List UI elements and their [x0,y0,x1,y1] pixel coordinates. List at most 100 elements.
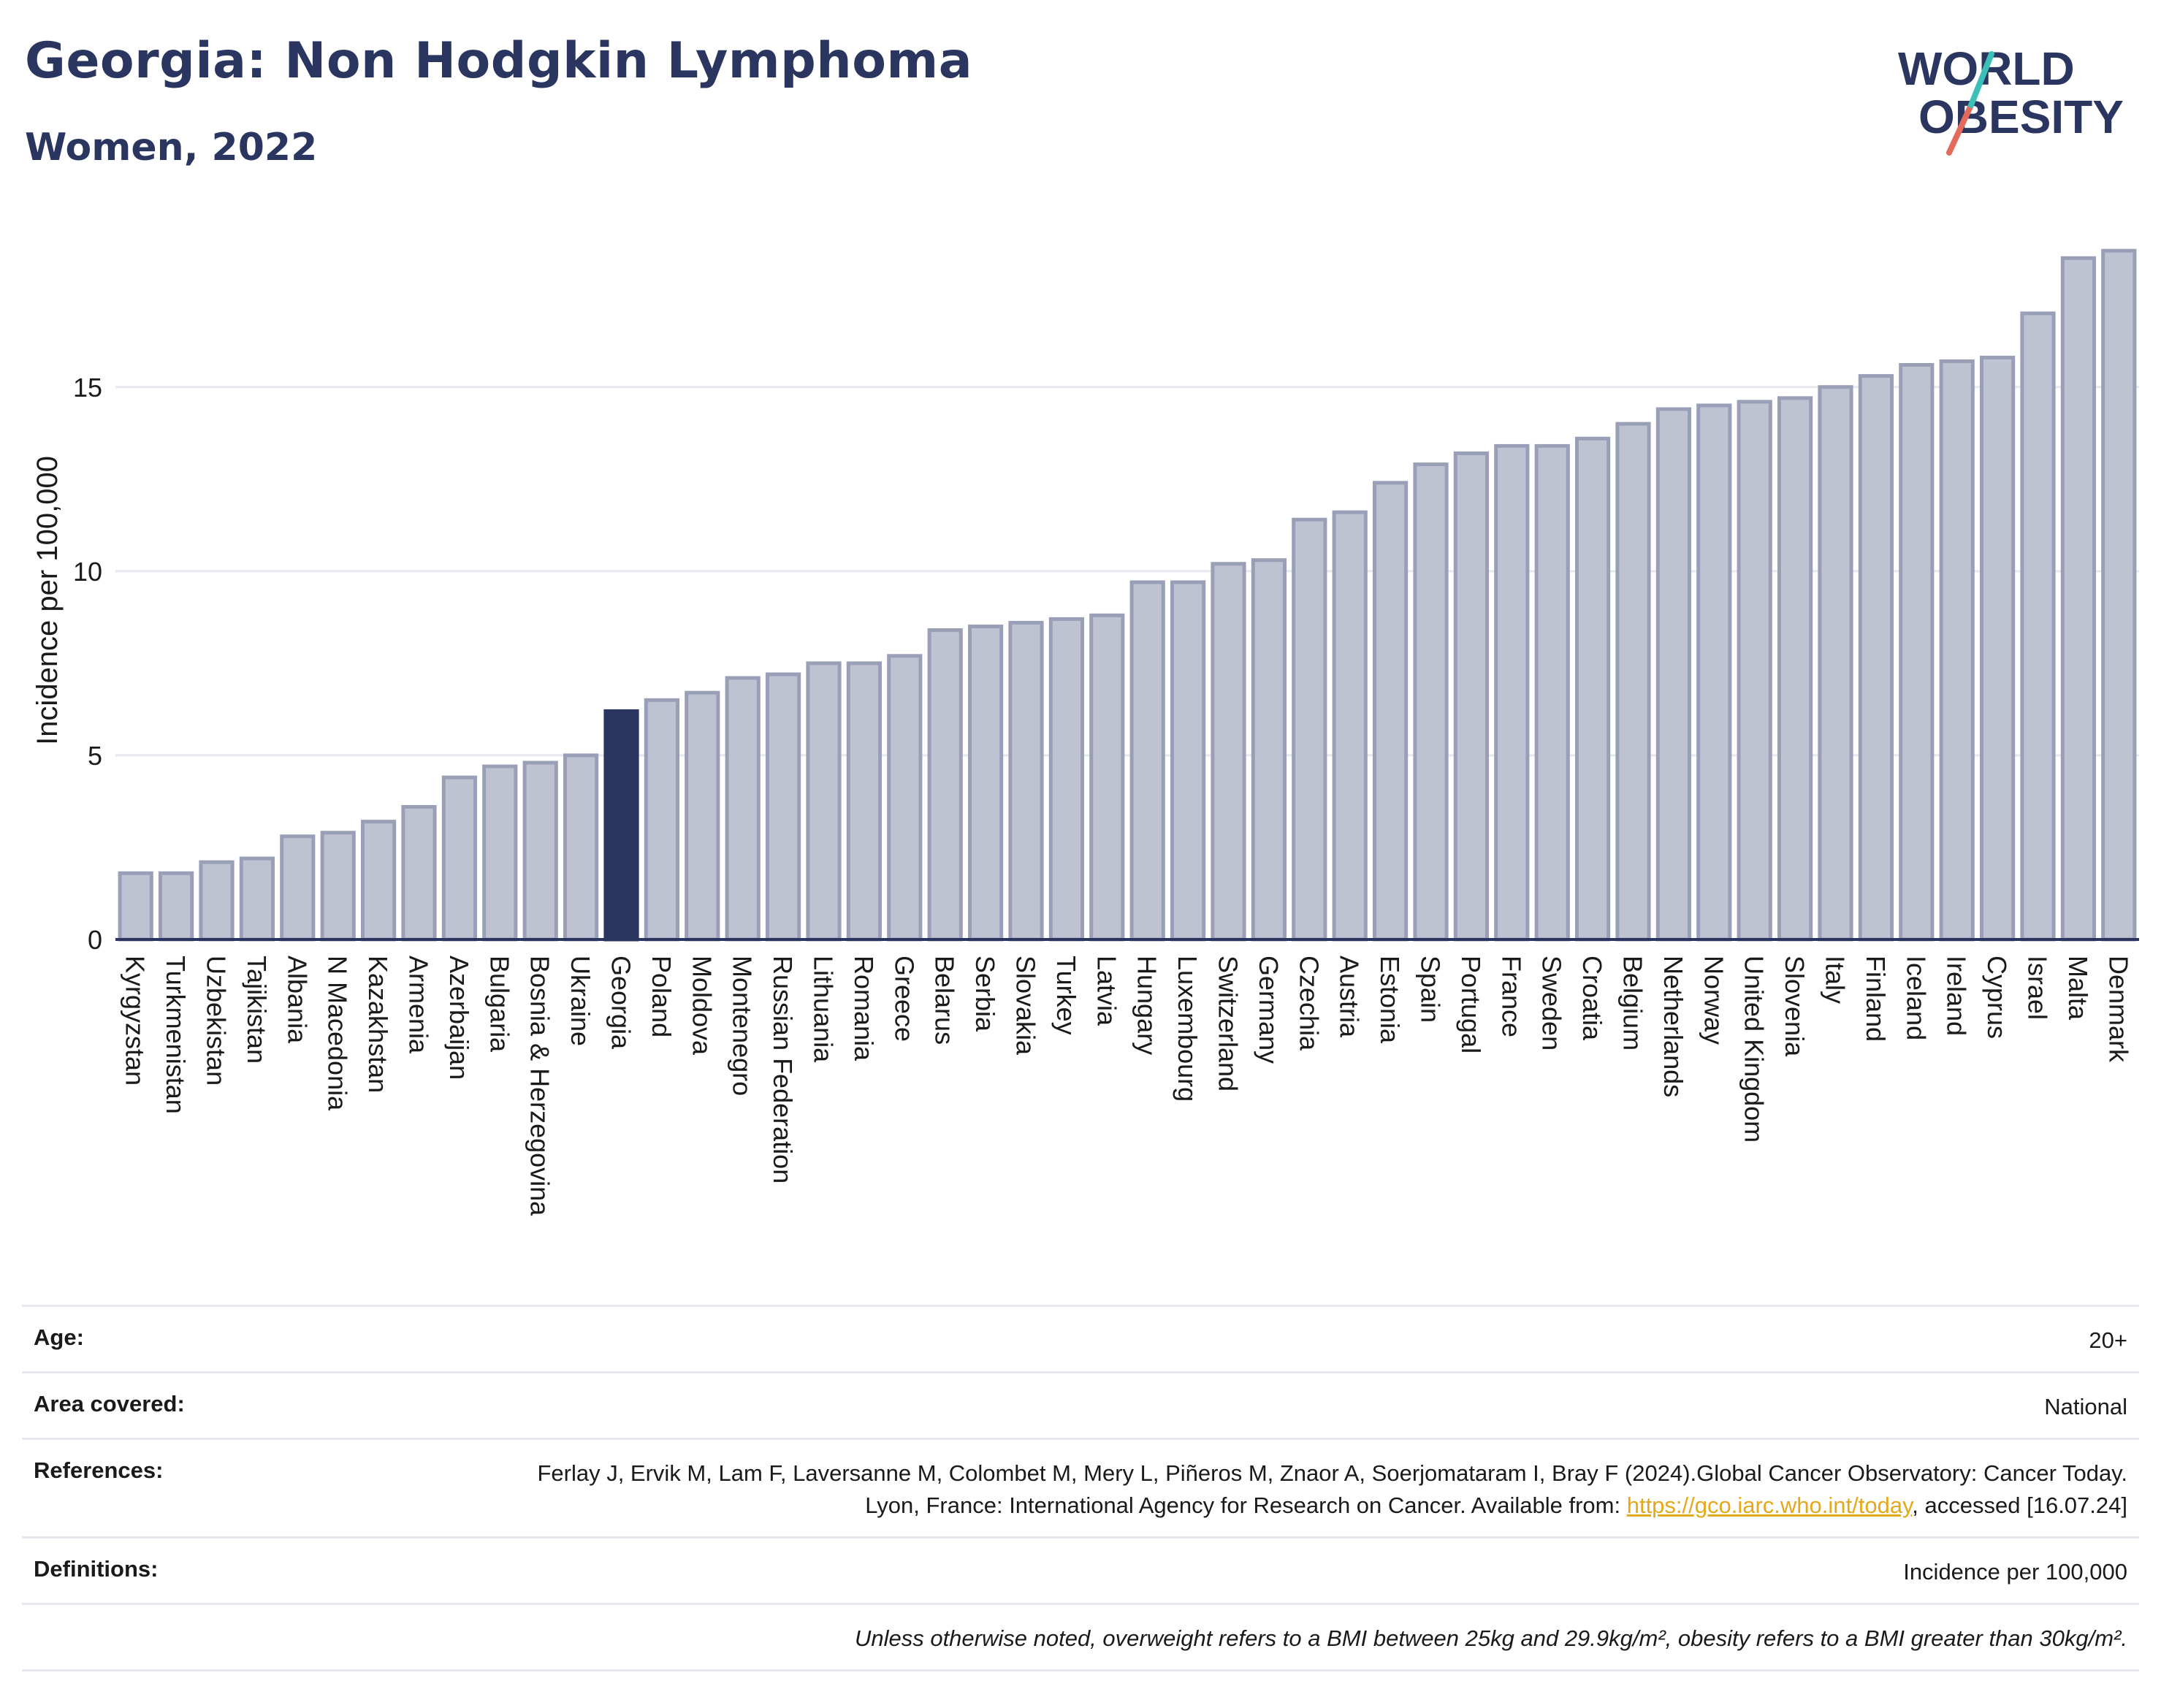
x-tick-label: Kyrgyzstan [121,956,150,1086]
bar-malta [2060,256,2097,942]
x-tick-label: Estonia [1375,956,1405,1044]
bar-ireland [1939,359,1975,942]
x-tick-label: Albania [282,956,312,1044]
x-tick-label: Cyprus [1982,956,2012,1039]
bar-lithuania [806,661,842,942]
logo-slash-upper [1968,51,1994,108]
bar-norway [1696,403,1732,942]
meta-row-area: Area covered: National [22,1371,2139,1438]
x-tick-label: Georgia [606,956,636,1050]
area-label: Area covered: [34,1391,185,1417]
world-obesity-logo: WORLD OBESITY [1898,42,2124,156]
bar-latvia [1089,613,1125,942]
x-tick-label: Poland [647,956,676,1037]
bar-azerbaijan [441,775,478,942]
x-tick-label: Lithuania [809,956,839,1063]
bmi-note: Unless otherwise noted, overweight refer… [854,1625,2127,1651]
x-tick-label: Israel [2023,956,2053,1020]
bar-romania [846,661,883,942]
bar-slovakia [1008,620,1044,942]
bar-israel [2020,311,2056,942]
bar-czechia [1292,517,1327,942]
bar-russian-federation [765,672,801,942]
age-value: 20+ [2089,1327,2127,1353]
meta-row-definitions: Definitions: Incidence per 100,000 [22,1536,2139,1603]
bar-ukraine [563,753,599,942]
x-tick-label: Kazakhstan [363,956,393,1093]
bar-n-macedonia [320,831,356,942]
bar-estonia [1372,481,1409,942]
bar-armenia [401,805,437,942]
logo-line2: OBESITY [1918,91,2124,143]
x-tick-label: Armenia [404,956,434,1054]
bar-poland [644,698,680,942]
metadata-table: Age: 20+ Area covered: National Referenc… [22,1305,2139,1671]
x-tick-label: United Kingdom [1739,956,1769,1143]
x-tick-label: Turkey [1051,956,1081,1035]
x-tick-label: Norway [1699,956,1729,1045]
bar-netherlands [1655,407,1692,942]
bar-austria [1332,510,1368,942]
x-tick-label: Portugal [1456,956,1486,1053]
bar-united-kingdom [1737,400,1772,942]
x-tick-label: Turkmenistan [161,956,191,1114]
bar-moldova [685,690,720,942]
x-tick-label: Denmark [2103,956,2133,1063]
logo-slash-lower [1946,102,1974,156]
references-label: References: [34,1457,164,1483]
bar-france [1494,443,1530,942]
meta-row-note: Unless otherwise noted, overweight refer… [22,1603,2139,1671]
x-tick-label: Austria [1335,956,1365,1038]
area-value: National [2044,1394,2127,1419]
x-tick-label: Bosnia & Herzegovina [525,956,555,1216]
x-tick-label: Slovakia [1011,956,1041,1056]
y-tick-label: 15 [73,373,102,403]
x-tick-label: Romania [849,956,879,1061]
x-tick-label: Netherlands [1658,956,1688,1097]
meta-row-age: Age: 20+ [22,1305,2139,1371]
x-tick-label: Iceland [1901,956,1931,1040]
x-tick-label: Belarus [930,956,960,1045]
bar-bosnia-herzegovina [522,760,558,942]
x-tick-label: Switzerland [1213,956,1243,1091]
bar-italy [1818,385,1853,942]
x-tick-label: Serbia [970,956,1000,1032]
bar-kyrgyzstan [118,871,153,942]
x-tick-label: Montenegro [728,956,758,1096]
bar-greece [887,654,923,942]
x-tick-label: Finland [1861,956,1891,1042]
x-tick-label: Hungary [1132,956,1162,1055]
x-tick-label: Moldova [687,956,717,1056]
x-tick-label: Czechia [1294,956,1324,1051]
x-tick-label: Russian Federation [768,956,798,1183]
bar-kazakhstan [360,820,397,942]
bar-luxembourg [1170,580,1206,942]
bar-tajikistan [239,856,275,942]
bar-slovenia [1777,396,1813,942]
references-suffix: , accessed [16.07.24] [1912,1492,2127,1518]
bar-spain [1413,462,1449,942]
x-tick-label: Malta [2063,956,2093,1021]
x-tick-label: N Macedonia [323,956,353,1111]
bar-switzerland [1211,562,1246,942]
meta-row-references: References: Ferlay J, Ervik M, Lam F, La… [22,1438,2139,1536]
references-link[interactable]: https://gco.iarc.who.int/today [1626,1492,1913,1518]
x-tick-label: Ukraine [565,956,595,1046]
references-text: Ferlay J, Ervik M, Lam F, Laversanne M, … [537,1460,2127,1518]
y-tick-label: 10 [73,557,102,587]
definitions-value: Incidence per 100,000 [1903,1559,2127,1585]
x-tick-label: Luxembourg [1173,956,1203,1102]
x-tick-label: Spain [1416,956,1446,1023]
bar-turkey [1048,617,1085,942]
page-title: Georgia: Non Hodgkin Lymphoma [25,32,973,90]
bar-albania [280,834,316,942]
x-tick-label: Uzbekistan [202,956,232,1086]
definitions-label: Definitions: [34,1556,159,1582]
x-tick-label: Sweden [1537,956,1567,1051]
bar-finland [1858,374,1894,942]
bar-georgia [603,709,639,942]
x-tick-label: Germany [1254,956,1284,1064]
bar-portugal [1453,451,1490,942]
bar-turkmenistan [158,871,194,942]
x-tick-label: Greece [889,956,919,1042]
